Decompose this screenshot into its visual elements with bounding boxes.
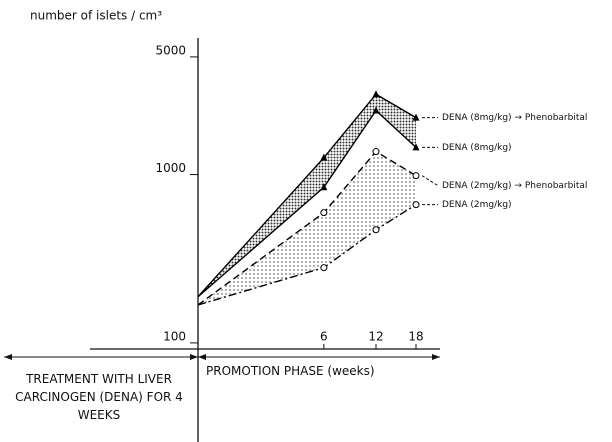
legend-label: DENA (8mg/kg) <box>442 143 512 153</box>
legend-label: DENA (2mg/kg) <box>442 200 512 210</box>
series-line <box>197 93 417 298</box>
y-tick-label: 5000 <box>155 43 186 57</box>
series-line <box>197 204 417 306</box>
y-axis-label: number of islets / cm³ <box>30 9 162 23</box>
marker <box>372 90 380 98</box>
marker <box>372 226 380 234</box>
treatment-label: TREATMENT WITH LIVER CARCINOGEN (DENA) F… <box>15 372 183 422</box>
x-tick-label: 12 <box>368 330 383 344</box>
legend-label: DENA (2mg/kg) → Phenobarbital <box>442 181 587 191</box>
y-tick-label: 100 <box>163 329 186 343</box>
marker <box>412 113 420 121</box>
marker <box>372 148 380 156</box>
shaded-band <box>198 151 416 305</box>
marker <box>320 183 328 191</box>
shaded-band <box>198 94 416 297</box>
phase-label: PROMOTION PHASE (weeks) <box>206 364 375 378</box>
marker <box>412 172 420 180</box>
marker <box>372 106 380 114</box>
marker <box>320 264 328 272</box>
legend-label: DENA (8mg/kg) → Phenobarbital <box>442 113 587 123</box>
series-line <box>197 109 417 298</box>
marker <box>412 201 420 209</box>
y-tick-label: 1000 <box>155 161 186 175</box>
series-line <box>197 150 417 306</box>
marker <box>320 209 328 217</box>
x-tick-label: 18 <box>408 330 423 344</box>
leader-line <box>421 175 439 187</box>
marker <box>412 143 420 151</box>
marker <box>320 153 328 161</box>
x-tick-label: 6 <box>320 330 328 344</box>
